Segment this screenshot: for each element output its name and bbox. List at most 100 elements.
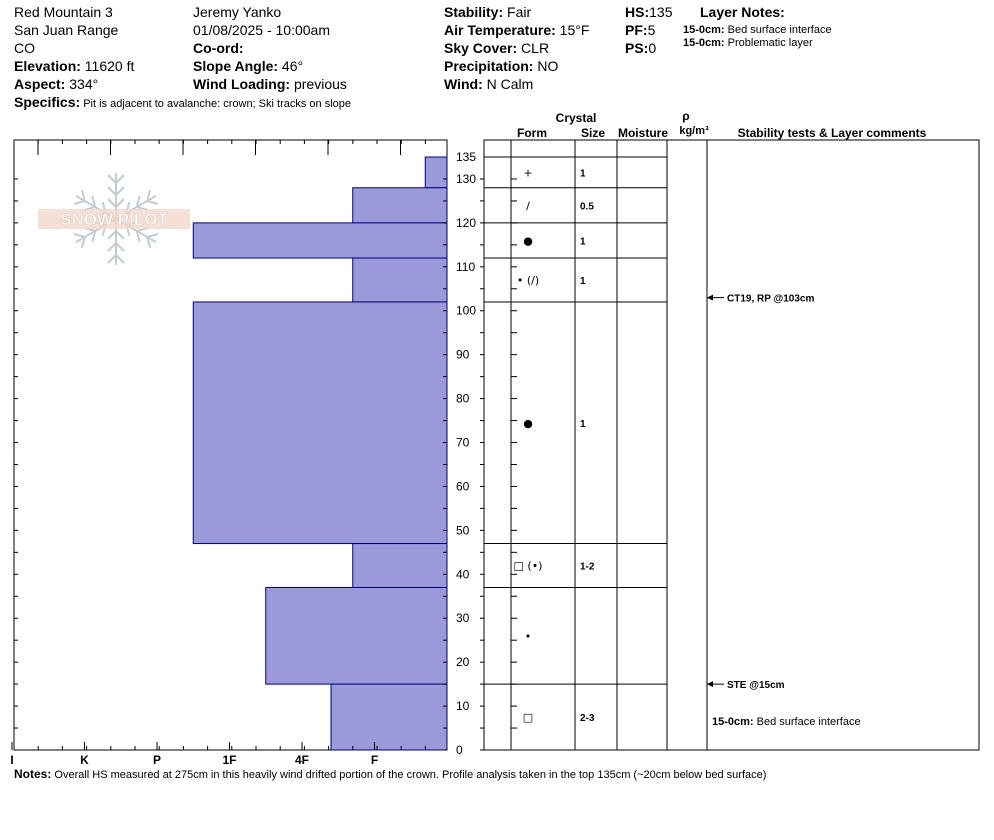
flake-branch	[126, 212, 138, 217]
hardness-tick-label: I	[10, 753, 13, 767]
flake-spoke	[75, 195, 117, 220]
hardness-tick-label: P	[153, 753, 161, 767]
layer-form: ●	[523, 417, 533, 430]
logo-text: SNOW PILOT	[60, 210, 168, 229]
layer-notes: 15-0cm: Bed surface interface 15-0cm: Pr…	[683, 24, 832, 50]
hardness-bar	[192, 222, 448, 259]
flake-branch	[107, 242, 117, 252]
flake-branch	[126, 221, 138, 226]
air-temperature: Air Temperature: 15°F	[444, 22, 590, 38]
layer-form: ●	[523, 234, 533, 247]
wind-loading: Wind Loading: previous	[193, 76, 347, 92]
hardness-bar	[265, 586, 448, 685]
header-moisture: Moisture	[618, 126, 668, 140]
flake-branch	[115, 230, 125, 240]
flake-branch	[146, 233, 159, 238]
header-density: kg/m³	[679, 125, 709, 137]
depth-tick-label: 100	[456, 304, 476, 318]
depth-tick-label: 0	[456, 743, 463, 757]
flake-branch	[84, 227, 96, 232]
stability: Stability: Fair	[444, 4, 532, 20]
header-rho: ρ	[682, 109, 689, 123]
depth-tick-label: 50	[456, 523, 470, 537]
depth-axis: 0 10 20 30 40 50 60 70 80 90 100 110 120 130 135	[14, 150, 517, 757]
flake-arm	[73, 189, 117, 220]
layer-note-1: 15-0cm: Bed surface interface	[683, 24, 832, 36]
flake-arm	[73, 218, 117, 249]
flake-branch	[107, 230, 117, 240]
hardness-tick-label: K	[80, 753, 89, 767]
flake-branch	[73, 200, 86, 205]
flake-branch	[73, 233, 86, 238]
depth-tick-label: 60	[456, 479, 470, 493]
snowpilot-logo: SNOW PILOT	[38, 173, 190, 265]
test-arrow-head	[707, 294, 713, 301]
layer-size: 1-2	[580, 562, 595, 573]
layer-form: /	[526, 199, 530, 212]
header-weather: Stability: Fair Air Temperature: 15°F Sk…	[444, 3, 589, 93]
layer-size: 1	[580, 236, 586, 247]
flake-branch	[94, 212, 106, 217]
flake-arm	[107, 173, 125, 219]
flake-spoke	[75, 218, 117, 243]
notes: Notes: Overall HS measured at 275cm in t…	[14, 767, 767, 781]
state-name: CO	[14, 40, 35, 56]
flake-branch	[91, 230, 97, 243]
header-stability: Stability tests & Layer comments	[738, 126, 927, 140]
flake-branch	[136, 227, 148, 232]
depth-tick-label: 10	[456, 699, 470, 713]
layer-form: • (/)	[517, 274, 539, 287]
hardness-tick-label: 4F	[295, 753, 309, 767]
layer-form: □	[523, 711, 533, 724]
flake-spoke	[115, 195, 157, 220]
layer-size: 0.5	[580, 201, 594, 212]
wind: Wind: N Calm	[444, 76, 534, 92]
flake-branch	[146, 200, 159, 205]
stability-test-label: STE @15cm	[727, 680, 785, 691]
datetime: 01/08/2025 - 10:00am	[193, 22, 330, 38]
flake-branch	[125, 224, 131, 237]
hardness-bars	[192, 156, 448, 751]
hardness-bar	[352, 187, 448, 224]
hardness-bar	[192, 301, 448, 545]
layer-comment: 15-0cm: Bed surface interface	[712, 716, 861, 728]
flake-branch	[80, 189, 86, 202]
header-left: Red Mountain 3 San Juan Range CO Elevati…	[14, 3, 134, 93]
aspect: Aspect: 334°	[14, 76, 99, 92]
ps: PS:0	[625, 40, 657, 56]
flake-branch	[115, 242, 125, 252]
flake-branch	[125, 201, 131, 214]
hardness-bar	[352, 543, 448, 588]
flake-spoke	[115, 218, 157, 243]
flake-branch	[91, 195, 97, 208]
hardness-bar	[352, 257, 448, 303]
flake-branch	[84, 206, 96, 211]
stability-tests: CT19, RP @103cm STE @15cm 15-0cm: Bed surf…	[707, 294, 861, 728]
flake-branch	[101, 224, 107, 237]
stability-test-label: CT19, RP @103cm	[727, 294, 814, 305]
depth-tick-label: 20	[456, 655, 470, 669]
pf: PF:5	[625, 22, 656, 38]
layer-size: 2-3	[580, 713, 595, 724]
depth-tick-label: 80	[456, 392, 470, 406]
depth-tick-label: 135	[456, 150, 476, 164]
layer-rows: +1 / 0.5 ● 1 • (/) 1 ● 1 □ (•) 1-2 • □ 2-3	[484, 156, 667, 724]
flake-branch	[146, 189, 152, 202]
layer-size: 1	[580, 419, 586, 430]
logo-band	[38, 209, 190, 229]
layer-notes-title: Layer Notes:	[700, 4, 785, 20]
depth-tick-label: 120	[456, 216, 476, 230]
flake-branch	[107, 186, 117, 196]
depth-tick-label: 110	[456, 260, 475, 274]
hardness-bar	[330, 683, 448, 751]
range-name: San Juan Range	[14, 22, 119, 38]
hardness-bar	[424, 156, 448, 189]
hs: HS:135	[625, 4, 673, 20]
header-middle: Jeremy Yanko 01/08/2025 - 10:00am Co-ord…	[193, 3, 347, 93]
layer-form: •	[525, 630, 532, 643]
specifics: Specifics: Pit is adjacent to avalanche:…	[14, 94, 351, 110]
flake-branch	[107, 198, 117, 208]
header-depths: HS:135 PF:5 PS:0	[625, 3, 672, 57]
hardness-tick-label: 1F	[222, 753, 236, 767]
